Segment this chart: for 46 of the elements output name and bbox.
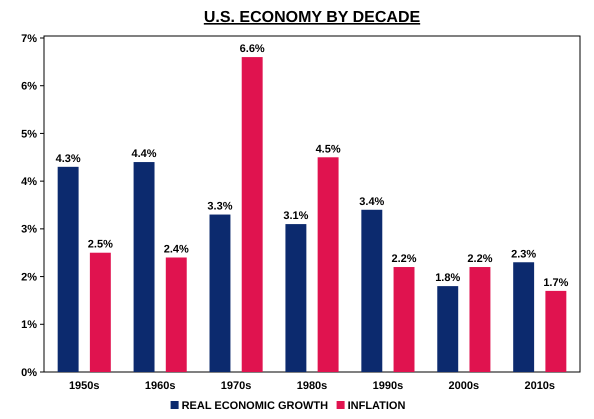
bar <box>361 210 382 372</box>
y-tick-label: 1% <box>21 319 38 332</box>
x-tick-label: 1950s <box>68 380 100 392</box>
data-label: 3.3% <box>207 200 233 213</box>
legend-label: REAL ECONOMIC GROWTH <box>182 400 328 412</box>
data-label: 6.6% <box>240 43 265 56</box>
bar <box>90 252 111 372</box>
bar <box>394 267 414 372</box>
y-tick-label: 5% <box>21 128 38 140</box>
x-tick-label: 1960s <box>144 380 176 392</box>
data-label: 3.4% <box>359 196 385 208</box>
data-label: 2.2% <box>467 253 493 266</box>
bar <box>166 257 187 372</box>
data-label: 1.8% <box>435 272 460 284</box>
y-tick-label: 6% <box>21 80 38 93</box>
bar <box>285 224 306 372</box>
y-tick-label: 3% <box>21 224 38 236</box>
bar <box>513 262 534 372</box>
data-label: 2.5% <box>88 238 114 251</box>
y-tick-label: 7% <box>21 32 38 45</box>
y-tick-label: 4% <box>21 176 38 188</box>
bar <box>318 157 339 372</box>
x-tick-label: 1980s <box>296 380 328 392</box>
y-tick-label: 2% <box>21 271 38 284</box>
x-tick-label: 1970s <box>220 380 252 392</box>
bar <box>242 57 263 372</box>
legend-label: INFLATION <box>348 400 406 412</box>
data-label: 4.5% <box>316 143 341 156</box>
data-label: 2.4% <box>164 243 190 256</box>
x-tick-label: 1990s <box>372 380 404 392</box>
data-label: 4.4% <box>132 148 157 160</box>
data-label: 1.7% <box>543 276 569 289</box>
data-label: 2.2% <box>391 253 417 266</box>
bar <box>134 162 155 372</box>
bar <box>210 214 230 372</box>
y-tick-label: 0% <box>21 366 38 379</box>
data-label: 4.3% <box>56 152 81 165</box>
chart-title: U.S. ECONOMY BY DECADE <box>204 9 420 26</box>
x-tick-label: 2000s <box>448 380 480 392</box>
x-tick-label: 2010s <box>524 380 556 392</box>
bar <box>58 166 79 372</box>
bar <box>545 290 566 372</box>
data-label: 3.1% <box>283 210 309 222</box>
bar <box>469 267 490 372</box>
bar <box>437 286 458 372</box>
data-label: 2.3% <box>511 248 536 260</box>
